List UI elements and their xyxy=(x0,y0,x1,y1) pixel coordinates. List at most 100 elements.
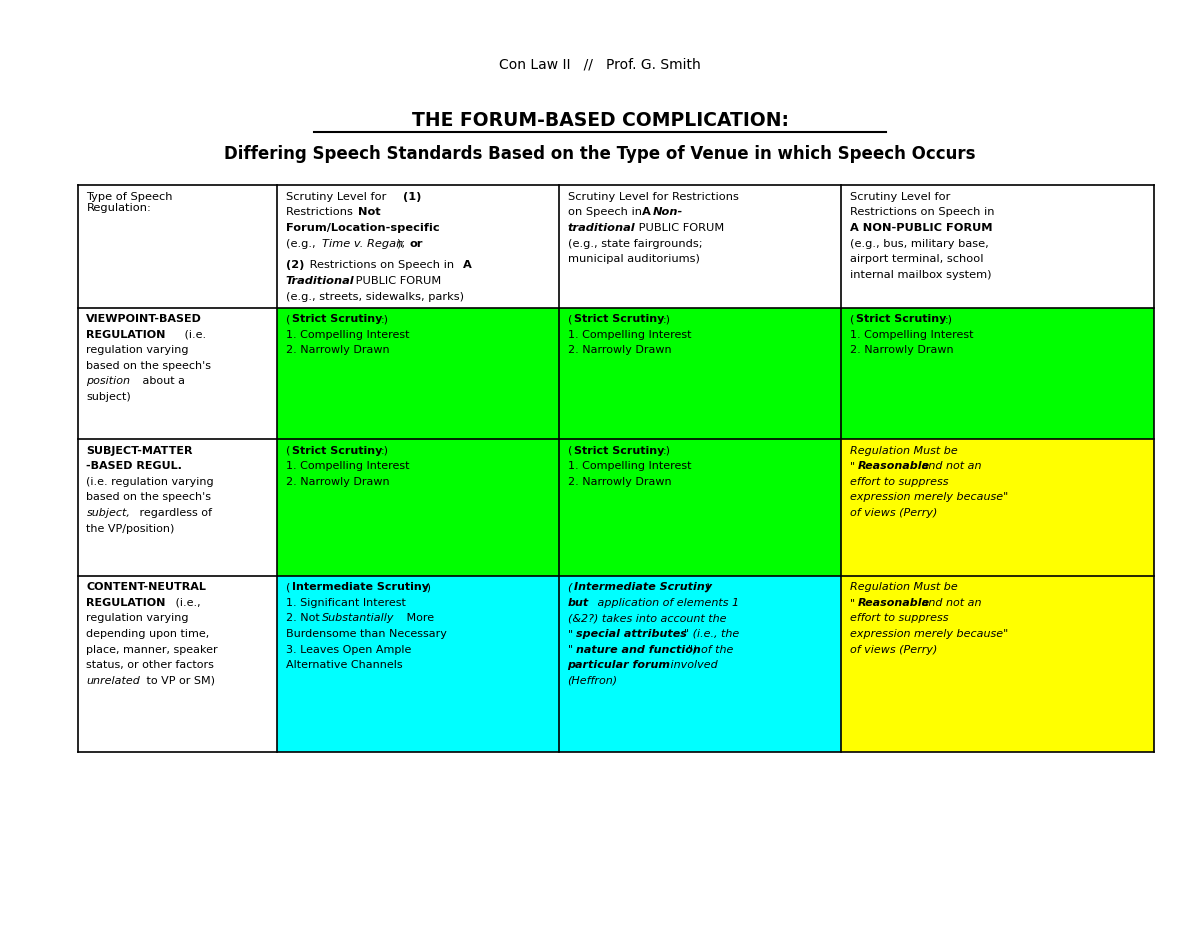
Text: :): :) xyxy=(944,314,953,324)
Text: (: ( xyxy=(568,314,572,324)
Text: Alternative Channels: Alternative Channels xyxy=(286,660,402,670)
Text: 1. Compelling Interest: 1. Compelling Interest xyxy=(850,330,973,340)
Text: 1. Compelling Interest: 1. Compelling Interest xyxy=(286,462,409,471)
Text: ") of the: ") of the xyxy=(688,644,733,654)
Text: 1. Significant Interest: 1. Significant Interest xyxy=(286,598,406,608)
Text: and not an: and not an xyxy=(918,598,982,608)
Text: based on the speech's: based on the speech's xyxy=(86,492,211,502)
Text: Substantially: Substantially xyxy=(322,614,394,623)
Text: ": " xyxy=(850,462,854,471)
Text: place, manner, speaker: place, manner, speaker xyxy=(86,644,218,654)
Bar xyxy=(277,439,559,576)
Text: Strict Scrutiny: Strict Scrutiny xyxy=(292,446,382,456)
Bar xyxy=(841,308,1154,439)
Text: (e.g.,: (e.g., xyxy=(286,238,319,248)
Text: effort to suppress: effort to suppress xyxy=(850,614,948,623)
Text: of views (Perry): of views (Perry) xyxy=(850,508,937,518)
Text: Restrictions on Speech in: Restrictions on Speech in xyxy=(850,208,994,218)
Text: involved: involved xyxy=(667,660,718,670)
Text: status, or other factors: status, or other factors xyxy=(86,660,215,670)
Text: A NON-PUBLIC FORUM: A NON-PUBLIC FORUM xyxy=(850,223,992,233)
Text: Time v. Regan: Time v. Regan xyxy=(322,238,403,248)
Text: A: A xyxy=(463,260,472,271)
Text: (2): (2) xyxy=(286,260,304,271)
Text: Con Law II   //   Prof. G. Smith: Con Law II // Prof. G. Smith xyxy=(499,57,701,72)
Text: effort to suppress: effort to suppress xyxy=(850,476,948,487)
Text: Scrutiny Level for Restrictions: Scrutiny Level for Restrictions xyxy=(568,192,738,202)
Text: Strict Scrutiny: Strict Scrutiny xyxy=(856,314,946,324)
Text: Reasonable: Reasonable xyxy=(858,462,930,471)
Text: position: position xyxy=(86,376,131,387)
Text: :): :) xyxy=(380,446,389,456)
Text: (e.g., state fairgrounds;: (e.g., state fairgrounds; xyxy=(568,238,702,248)
Text: :): :) xyxy=(424,582,432,592)
Text: 1. Compelling Interest: 1. Compelling Interest xyxy=(286,330,409,340)
Text: special attributes: special attributes xyxy=(576,629,686,639)
Text: regardless of: regardless of xyxy=(136,508,211,518)
Text: nature and function: nature and function xyxy=(576,644,701,654)
Text: :): :) xyxy=(380,314,389,324)
Text: regulation varying: regulation varying xyxy=(86,614,188,623)
Text: Strict Scrutiny: Strict Scrutiny xyxy=(574,314,664,324)
Text: (&2?) takes into account the: (&2?) takes into account the xyxy=(568,614,726,623)
Text: (: ( xyxy=(568,582,572,592)
Text: REGULATION: REGULATION xyxy=(86,598,166,608)
Text: REGULATION: REGULATION xyxy=(86,330,166,340)
Text: );: ); xyxy=(397,238,409,248)
Text: (: ( xyxy=(286,446,290,456)
Text: and not an: and not an xyxy=(918,462,982,471)
Text: 2. Narrowly Drawn: 2. Narrowly Drawn xyxy=(286,476,389,487)
Text: 2. Narrowly Drawn: 2. Narrowly Drawn xyxy=(850,346,953,355)
Text: about a: about a xyxy=(139,376,185,387)
Text: (Heffron): (Heffron) xyxy=(568,676,618,686)
Text: " (i.e., the: " (i.e., the xyxy=(684,629,739,639)
Text: Regulation Must be: Regulation Must be xyxy=(850,582,958,592)
Text: (: ( xyxy=(286,314,290,324)
Text: Strict Scrutiny: Strict Scrutiny xyxy=(574,446,664,456)
Text: Forum/Location-specific: Forum/Location-specific xyxy=(286,223,439,233)
Text: the VP/position): the VP/position) xyxy=(86,524,175,534)
Text: (1): (1) xyxy=(403,192,421,202)
Text: CONTENT-NEUTRAL: CONTENT-NEUTRAL xyxy=(86,582,206,592)
Text: :): :) xyxy=(662,314,671,324)
Text: (i.e.,: (i.e., xyxy=(172,598,200,608)
Text: 2. Narrowly Drawn: 2. Narrowly Drawn xyxy=(568,346,671,355)
Bar xyxy=(277,308,559,439)
Bar xyxy=(841,439,1154,576)
Text: 2. Not: 2. Not xyxy=(286,614,323,623)
Text: Reasonable: Reasonable xyxy=(858,598,930,608)
Text: ): ) xyxy=(706,582,710,592)
Text: :): :) xyxy=(662,446,671,456)
Text: Scrutiny Level for: Scrutiny Level for xyxy=(286,192,390,202)
Text: but: but xyxy=(568,598,589,608)
Text: municipal auditoriums): municipal auditoriums) xyxy=(568,254,700,264)
Text: Burdensome than Necessary: Burdensome than Necessary xyxy=(286,629,446,639)
Text: (: ( xyxy=(568,446,572,456)
Text: internal mailbox system): internal mailbox system) xyxy=(850,270,991,280)
Text: SUBJECT-MATTER: SUBJECT-MATTER xyxy=(86,446,193,456)
Text: ": " xyxy=(568,629,572,639)
Text: traditional: traditional xyxy=(568,223,635,233)
Text: expression merely because": expression merely because" xyxy=(850,492,1008,502)
Text: A: A xyxy=(642,208,655,218)
Text: Restrictions on Speech in: Restrictions on Speech in xyxy=(306,260,457,271)
Text: 1. Compelling Interest: 1. Compelling Interest xyxy=(568,330,691,340)
Bar xyxy=(559,576,841,752)
Text: PUBLIC FORUM: PUBLIC FORUM xyxy=(635,223,724,233)
Text: depending upon time,: depending upon time, xyxy=(86,629,210,639)
Text: VIEWPOINT-BASED: VIEWPOINT-BASED xyxy=(86,314,203,324)
Text: subject): subject) xyxy=(86,392,131,402)
Text: 2. Narrowly Drawn: 2. Narrowly Drawn xyxy=(568,476,671,487)
Text: of views (Perry): of views (Perry) xyxy=(850,644,937,654)
Text: application of elements 1: application of elements 1 xyxy=(594,598,739,608)
Text: PUBLIC FORUM: PUBLIC FORUM xyxy=(352,276,440,286)
Bar xyxy=(277,576,559,752)
Text: 1. Compelling Interest: 1. Compelling Interest xyxy=(568,462,691,471)
Text: Regulation Must be: Regulation Must be xyxy=(850,446,958,456)
Text: (i.e. regulation varying: (i.e. regulation varying xyxy=(86,476,214,487)
Bar xyxy=(559,439,841,576)
Text: unrelated: unrelated xyxy=(86,676,140,686)
Bar xyxy=(841,576,1154,752)
Text: Non-: Non- xyxy=(653,208,683,218)
Text: to VP or SM): to VP or SM) xyxy=(143,676,215,686)
